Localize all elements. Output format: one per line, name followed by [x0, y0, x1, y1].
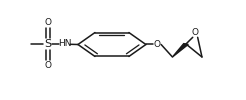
- Text: HN: HN: [58, 40, 71, 48]
- Text: O: O: [154, 40, 161, 49]
- Text: O: O: [45, 61, 51, 70]
- Polygon shape: [172, 44, 188, 57]
- Text: O: O: [192, 28, 199, 37]
- Text: S: S: [45, 39, 51, 49]
- Text: O: O: [45, 18, 51, 27]
